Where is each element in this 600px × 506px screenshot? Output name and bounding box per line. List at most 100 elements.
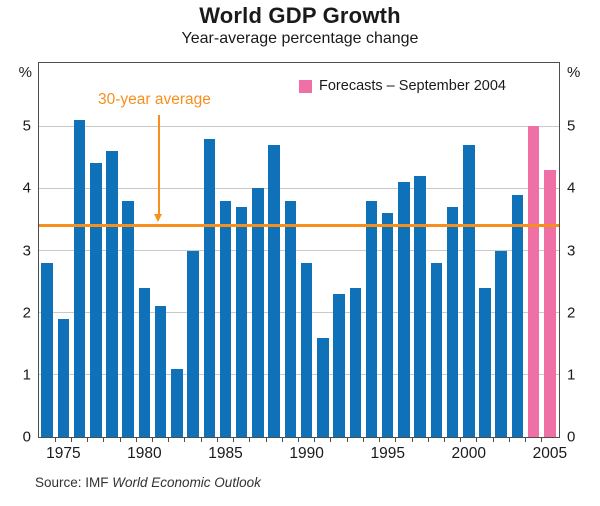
y-axis-unit-left: %	[18, 64, 32, 81]
gridline-4	[39, 187, 559, 189]
x-tick	[427, 437, 429, 442]
bar-1977	[90, 163, 102, 437]
bar-1982	[171, 368, 183, 437]
y-label-right-4: 4	[567, 179, 576, 197]
bar-1978	[106, 151, 118, 437]
bar-1984	[203, 138, 216, 437]
x-tick	[249, 437, 251, 442]
bar-1985	[219, 200, 232, 437]
x-tick	[119, 437, 121, 442]
x-tick	[216, 437, 218, 442]
x-tick	[346, 437, 348, 442]
bar-1979	[122, 200, 134, 437]
x-tick	[298, 437, 299, 442]
x-label-1990: 1990	[289, 445, 324, 462]
gridline-2	[39, 312, 559, 314]
bar-1996	[398, 182, 410, 437]
x-tick	[525, 437, 527, 442]
x-tick	[135, 437, 137, 442]
source-prefix: Source: IMF	[35, 475, 113, 490]
page-subtitle: Year-average percentage change	[181, 30, 419, 47]
bar-1988	[268, 144, 280, 437]
bar-1975	[57, 318, 70, 437]
bar-1989	[284, 200, 297, 437]
bar-1974	[41, 262, 53, 437]
gridline-5	[39, 125, 559, 127]
x-tick	[395, 437, 397, 442]
x-tick	[184, 437, 186, 442]
x-tick	[460, 437, 462, 442]
y-label-left-0: 0	[22, 428, 31, 446]
x-tick	[87, 437, 89, 442]
x-tick	[168, 437, 170, 442]
y-label-left-1: 1	[22, 366, 31, 384]
bar-1998	[430, 262, 443, 437]
x-tick	[541, 437, 543, 442]
x-label-2000: 2000	[451, 445, 487, 462]
bar-1986	[235, 206, 248, 437]
gridline-1	[39, 374, 559, 376]
x-tick	[265, 437, 267, 442]
x-tick	[362, 437, 364, 442]
x-label-1975: 1975	[46, 445, 81, 462]
average-annotation-arrowhead-icon	[154, 213, 163, 222]
bar-1990	[300, 262, 313, 437]
x-tick	[152, 437, 154, 442]
source-publication: World Economic Outlook	[112, 475, 261, 490]
y-label-left-3: 3	[22, 242, 31, 259]
bar-2004	[527, 126, 540, 437]
x-tick	[70, 437, 72, 442]
bar-1983	[187, 250, 199, 437]
bar-1980	[138, 287, 151, 437]
gridline-3	[39, 250, 559, 251]
x-tick	[281, 437, 283, 442]
legend-label: Forecasts – September 2004	[319, 78, 506, 94]
bar-1995	[381, 213, 394, 437]
x-tick	[103, 437, 105, 442]
y-label-right-2: 2	[567, 304, 576, 322]
y-label-left-5: 5	[22, 117, 31, 135]
x-tick	[330, 437, 332, 442]
x-label-1980: 1980	[127, 445, 162, 462]
x-tick	[411, 437, 413, 442]
plot-inner: % % Forecasts – September 2004 30-year a…	[19, 63, 581, 462]
legend: Forecasts – September 2004	[299, 78, 506, 94]
bar-1997	[414, 175, 426, 437]
x-label-2005: 2005	[532, 445, 568, 462]
y-label-right-3: 3	[567, 242, 576, 259]
x-tick	[443, 437, 445, 442]
forecast-swatch-icon	[299, 79, 312, 93]
y-label-left-2: 2	[22, 304, 31, 322]
x-tick	[492, 437, 494, 442]
plot-area: % % Forecasts – September 2004 30-year a…	[19, 62, 581, 462]
bar-2001	[479, 287, 491, 437]
x-tick	[54, 437, 56, 442]
y-label-right-5: 5	[567, 117, 576, 135]
average-annotation-label: 30-year average	[98, 91, 211, 108]
bar-1976	[73, 119, 86, 437]
bar-1987	[252, 188, 264, 437]
x-tick	[314, 437, 316, 442]
bar-1991	[317, 337, 329, 437]
bar-2005	[544, 169, 556, 437]
x-label-1985: 1985	[208, 445, 243, 462]
x-label-1995: 1995	[370, 445, 405, 462]
x-tick	[379, 437, 381, 442]
y-axis-unit-right: %	[567, 64, 581, 81]
x-tick	[200, 437, 202, 442]
y-label-left-4: 4	[22, 179, 31, 197]
x-tick	[476, 437, 478, 442]
page-title: World GDP Growth	[199, 3, 401, 28]
average-line	[39, 224, 559, 228]
bar-2002	[495, 250, 507, 437]
bar-1981	[154, 306, 167, 437]
x-tick	[233, 437, 235, 442]
x-tick	[508, 437, 510, 442]
y-label-right-1: 1	[567, 366, 576, 384]
bar-2000	[463, 144, 475, 437]
source-note: Source: IMF World Economic Outlook	[35, 475, 261, 490]
bar-2003	[511, 194, 524, 437]
bar-1999	[446, 206, 459, 437]
bar-1992	[333, 294, 345, 437]
